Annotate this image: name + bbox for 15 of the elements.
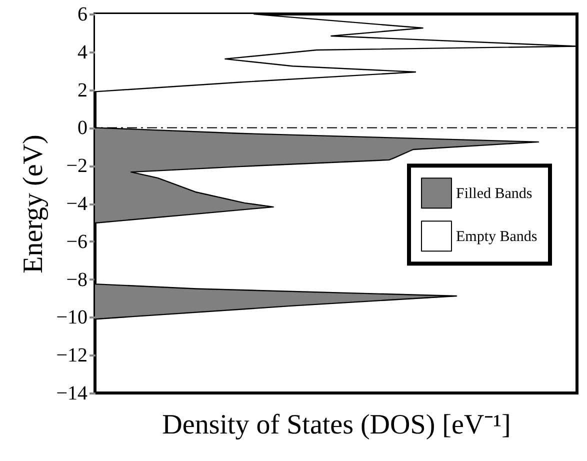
y-tick-label: 2: [78, 79, 88, 102]
x-axis-title: Density of States (DOS) [eV⁻¹]: [162, 410, 511, 440]
y-tick-label: 6: [78, 4, 88, 26]
y-tick-label: −14: [56, 382, 88, 404]
y-tick-label: −6: [66, 230, 88, 253]
y-tick-label: −12: [56, 344, 88, 367]
y-axis-title: Energy (eV): [18, 134, 50, 274]
y-tick-label: −4: [66, 193, 88, 215]
y-tick-label: −8: [66, 268, 88, 291]
y-tick-label: −10: [56, 306, 88, 329]
y-tick-label: 4: [78, 41, 88, 64]
y-tick-label: −2: [66, 155, 88, 178]
y-tick-label: 0: [78, 117, 88, 140]
legend-label: Empty Bands: [456, 229, 538, 246]
legend-label: Filled Bands: [456, 186, 532, 202]
